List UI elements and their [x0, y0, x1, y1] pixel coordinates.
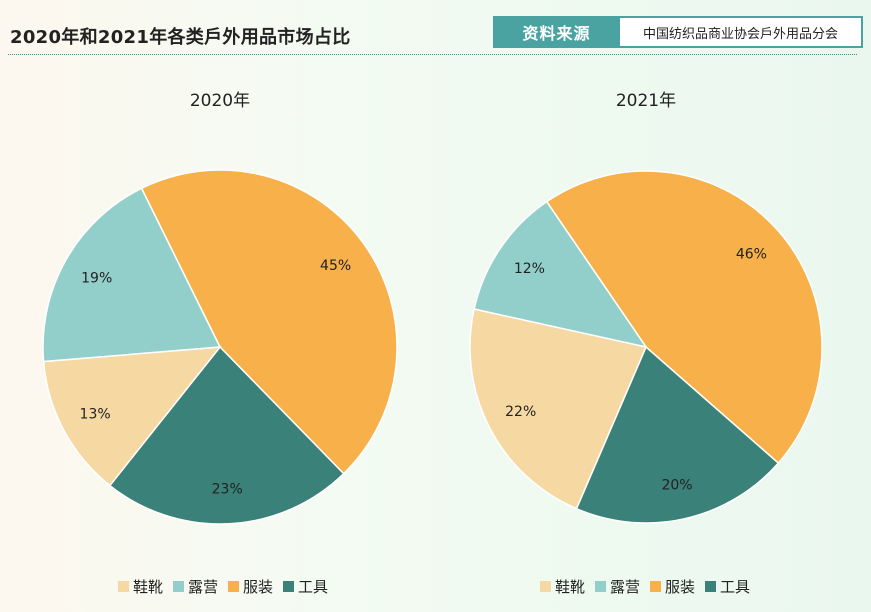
legend-swatch-鞋靴 — [540, 581, 551, 592]
pie-slice-服装 — [140, 169, 398, 475]
legend-label-服装: 服装 — [665, 578, 695, 596]
pie-slice-露营 — [473, 200, 648, 349]
legend-swatch-服装 — [228, 581, 239, 592]
slice-value-label: 22% — [505, 404, 536, 420]
legend-swatch-工具 — [705, 581, 716, 592]
pie-slice-露营 — [42, 187, 222, 363]
pie-title: 2021年 — [616, 91, 676, 111]
pie-slice-鞋靴 — [469, 308, 648, 510]
slice-value-label: 23% — [212, 481, 243, 497]
pie-slice-服装 — [545, 170, 823, 465]
pie-slice-鞋靴 — [42, 346, 222, 487]
pie-title: 2020年 — [190, 91, 250, 111]
legend-swatch-露营 — [173, 581, 184, 592]
legend-swatch-露营 — [595, 581, 606, 592]
slice-value-label: 13% — [80, 407, 111, 423]
legend-label-露营: 露营 — [188, 578, 218, 596]
pie-slice-工具 — [108, 345, 345, 525]
legend-swatch-鞋靴 — [118, 581, 129, 592]
chart-title: 2020年和2021年各类戶外用品市场占比 — [10, 27, 351, 48]
source-box: 资料来源 中国纺织品商业协会戶外用品分会 — [493, 16, 863, 48]
pie-chart-1: 2020年 45% 23% 13% 19% 鞋靴 露营 服装 工具 — [42, 91, 398, 596]
slice-value-label: 20% — [661, 477, 692, 493]
legend-label-露营: 露营 — [610, 578, 640, 596]
legend-swatch-服装 — [650, 581, 661, 592]
slice-value-label: 12% — [514, 261, 545, 277]
slice-value-label: 46% — [736, 247, 767, 263]
legend-label-服装: 服装 — [243, 578, 273, 596]
header-divider — [8, 54, 857, 55]
pie-chart-2: 2021年 46% 20% 22% 12% 鞋靴 露营 服装 工具 — [469, 91, 823, 596]
legend-swatch-工具 — [283, 581, 294, 592]
legend-label-工具: 工具 — [720, 578, 750, 596]
pie-slice-工具 — [575, 345, 780, 524]
slice-value-label: 45% — [320, 258, 351, 274]
legend-label-鞋靴: 鞋靴 — [555, 578, 585, 596]
slice-value-label: 19% — [81, 270, 112, 286]
source-label: 资料来源 — [493, 16, 620, 48]
legend-label-工具: 工具 — [298, 578, 328, 596]
legend-label-鞋靴: 鞋靴 — [133, 578, 163, 596]
source-value: 中国纺织品商业协会戶外用品分会 — [620, 16, 863, 48]
